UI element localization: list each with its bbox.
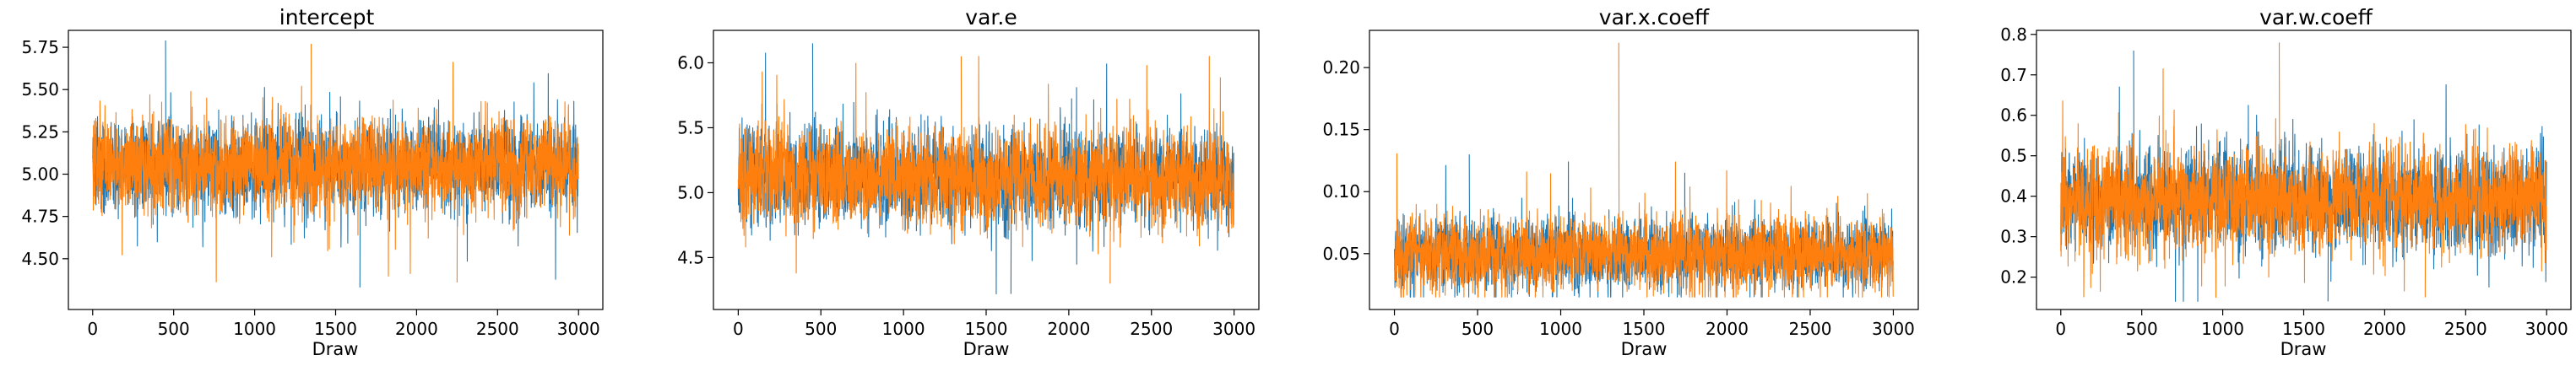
- x-tick-label: 2500: [1789, 319, 1832, 339]
- y-tick-label: 4.50: [21, 249, 59, 269]
- x-axis-label: Draw: [963, 339, 1010, 359]
- panel-intercept: intercept 0 500 1000 1500 2000 2500 3000 4.50 4.…: [21, 5, 604, 359]
- x-tick-label: 2500: [1130, 319, 1173, 339]
- y-tick-label: 0.2: [2000, 267, 2027, 288]
- trace-series-2: [92, 44, 579, 283]
- tick-layer: 0 500 1000 1500 2000 2500 3000 4.50 4.75 5.00 5.25…: [21, 37, 599, 339]
- axes-frame: [713, 30, 1260, 310]
- x-tick-label: 500: [805, 319, 837, 339]
- x-tick-label: 2500: [476, 319, 519, 339]
- x-tick-label: 1000: [2201, 319, 2244, 339]
- x-tick-label: 1500: [965, 319, 1008, 339]
- x-axis-label: Draw: [1621, 339, 1668, 359]
- y-tick-label: 6.0: [677, 52, 704, 73]
- y-tick-label: 0.7: [2000, 65, 2027, 85]
- trace-series-2: [1394, 42, 1894, 298]
- series-layer: [2060, 42, 2547, 302]
- x-tick-label: 3000: [2525, 319, 2568, 339]
- y-tick-label: 5.75: [21, 37, 59, 57]
- x-tick-label: 0: [2055, 319, 2066, 339]
- panel-var-w-coeff: var.w.coeff 0 500 1000 1500 2000 2500 30000.20…: [2000, 5, 2572, 359]
- y-tick-label: 0.20: [1322, 57, 1360, 78]
- trace-series-2: [737, 56, 1234, 284]
- y-tick-label: 0.4: [2000, 186, 2027, 207]
- x-axis-label: Draw: [2280, 339, 2327, 359]
- y-tick-label: 0.6: [2000, 105, 2027, 126]
- x-tick-label: 2500: [2444, 319, 2487, 339]
- axes-frame: [1369, 30, 1919, 310]
- y-tick-label: 5.5: [677, 117, 704, 137]
- panel-title: var.e: [965, 5, 1017, 30]
- panel-title: var.w.coeff: [2259, 5, 2373, 30]
- series-layer: [1394, 42, 1894, 298]
- x-tick-label: 3000: [1872, 319, 1915, 339]
- y-tick-label: 0.05: [1322, 244, 1360, 264]
- x-axis-label: Draw: [312, 339, 359, 359]
- x-tick-label: 0: [87, 319, 98, 339]
- x-tick-label: 1000: [1539, 319, 1582, 339]
- panel-title: intercept: [279, 5, 375, 30]
- x-tick-label: 3000: [1212, 319, 1255, 339]
- x-tick-label: 500: [2126, 319, 2158, 339]
- x-tick-label: 1000: [882, 319, 925, 339]
- trace-series-2: [2060, 42, 2547, 299]
- tick-layer: 0 500 1000 1500 2000 2500 3000 0.05 0.10 0.15 0.20: [1322, 57, 1914, 339]
- y-tick-label: 4.5: [677, 247, 704, 267]
- x-tick-label: 2000: [1047, 319, 1090, 339]
- y-tick-label: 5.0: [677, 182, 704, 202]
- x-tick-label: 3000: [557, 319, 600, 339]
- x-tick-label: 500: [158, 319, 190, 339]
- y-tick-label: 4.75: [21, 207, 59, 227]
- tick-layer: 0 500 1000 1500 2000 2500 3000 0.2 0.3 0.4 0.5 0.6 0…: [2000, 24, 2568, 339]
- y-tick-label: 5.00: [21, 164, 59, 185]
- y-tick-label: 5.50: [21, 79, 59, 100]
- x-tick-label: 2000: [2363, 319, 2406, 339]
- y-tick-label: 5.25: [21, 121, 59, 142]
- x-tick-label: 1000: [233, 319, 276, 339]
- axes-frame: [68, 30, 604, 310]
- tick-layer: 0 500 1000 1500 2000 2500 3000 4.5 5.0 5.5 6.0: [677, 52, 1255, 339]
- axes-frame: [2036, 30, 2572, 310]
- series-layer: [737, 43, 1234, 295]
- y-tick-label: 0.5: [2000, 146, 2027, 166]
- x-tick-label: 1500: [2282, 319, 2325, 339]
- x-tick-label: 1500: [314, 319, 357, 339]
- y-tick-label: 0.10: [1322, 181, 1360, 202]
- panel-var-e: var.e 0 500 1000 1500 2000 2500 3000 4.5 5.0 5.5 6…: [677, 5, 1260, 359]
- x-tick-label: 500: [1462, 319, 1494, 339]
- x-tick-label: 1500: [1623, 319, 1666, 339]
- y-tick-label: 0.3: [2000, 227, 2027, 247]
- x-tick-label: 2000: [395, 319, 438, 339]
- x-tick-label: 2000: [1706, 319, 1749, 339]
- y-tick-label: 0.15: [1322, 120, 1360, 140]
- x-tick-label: 0: [1389, 319, 1400, 339]
- panel-var-x-coeff: var.x.coeff 0 500 1000 1500 2000 2500 3000 0.05…: [1322, 5, 1919, 359]
- series-layer: [92, 40, 579, 288]
- panel-title: var.x.coeff: [1599, 5, 1710, 30]
- x-tick-label: 0: [733, 319, 744, 339]
- y-tick-label: 0.8: [2000, 24, 2027, 45]
